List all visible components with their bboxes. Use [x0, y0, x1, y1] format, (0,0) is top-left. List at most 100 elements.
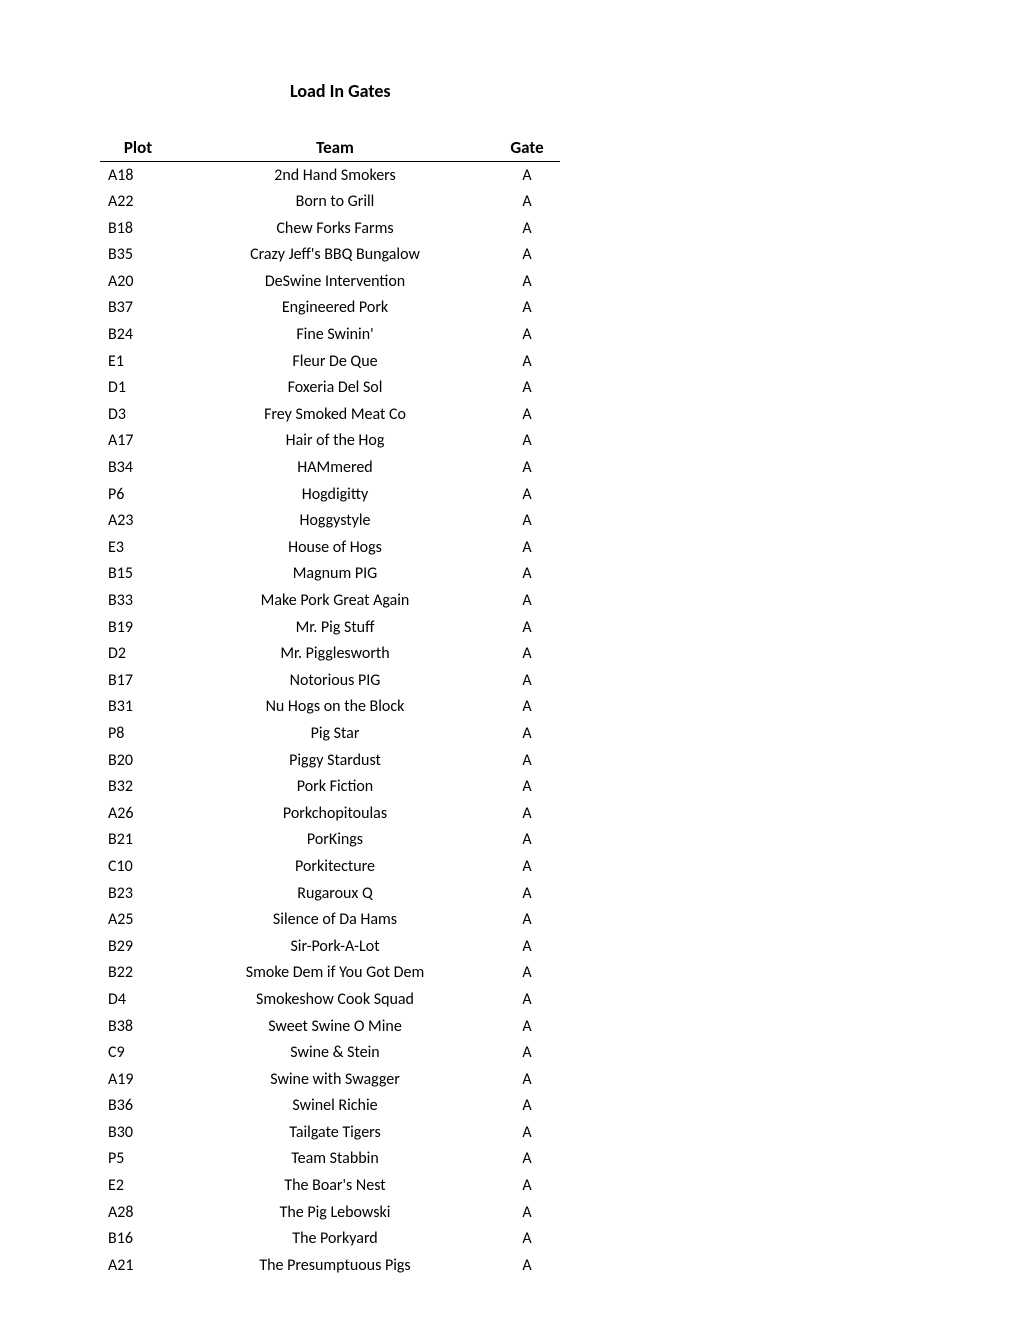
table-row: A182nd Hand SmokersA [100, 162, 560, 189]
table-row: E3House of HogsA [100, 534, 560, 561]
plot-cell: B36 [100, 1093, 176, 1120]
plot-cell: A21 [100, 1252, 176, 1279]
gate-cell: A [494, 1040, 560, 1067]
gate-cell: A [494, 189, 560, 216]
gate-cell: A [494, 774, 560, 801]
plot-cell: B23 [100, 880, 176, 907]
team-cell: Make Pork Great Again [176, 588, 494, 615]
plot-cell: B32 [100, 774, 176, 801]
team-cell: Crazy Jeff's BBQ Bungalow [176, 242, 494, 269]
plot-cell: B17 [100, 667, 176, 694]
plot-cell: A22 [100, 189, 176, 216]
plot-cell: D1 [100, 375, 176, 402]
gate-cell: A [494, 322, 560, 349]
table-row: B31Nu Hogs on the BlockA [100, 694, 560, 721]
gate-cell: A [494, 455, 560, 482]
gate-cell: A [494, 588, 560, 615]
team-cell: 2nd Hand Smokers [176, 162, 494, 189]
team-cell: Swinel Richie [176, 1093, 494, 1120]
table-row: A21The Presumptuous PigsA [100, 1252, 560, 1279]
gate-cell: A [494, 1013, 560, 1040]
team-cell: Swine & Stein [176, 1040, 494, 1067]
table-row: B17Notorious PIGA [100, 667, 560, 694]
gate-cell: A [494, 1173, 560, 1200]
team-cell: Born to Grill [176, 189, 494, 216]
team-cell: Swine with Swagger [176, 1066, 494, 1093]
team-cell: The Presumptuous Pigs [176, 1252, 494, 1279]
plot-cell: B18 [100, 215, 176, 242]
gate-cell: A [494, 1093, 560, 1120]
gate-cell: A [494, 348, 560, 375]
column-header-team: Team [176, 134, 494, 162]
plot-cell: P5 [100, 1146, 176, 1173]
plot-cell: C10 [100, 853, 176, 880]
plot-cell: B38 [100, 1013, 176, 1040]
gate-cell: A [494, 880, 560, 907]
gate-cell: A [494, 853, 560, 880]
table-row: B38Sweet Swine O MineA [100, 1013, 560, 1040]
gate-cell: A [494, 215, 560, 242]
gate-cell: A [494, 720, 560, 747]
table-row: B23Rugaroux QA [100, 880, 560, 907]
plot-cell: A25 [100, 907, 176, 934]
page-title: Load In Gates [290, 80, 920, 102]
table-row: B29Sir-Pork-A-LotA [100, 933, 560, 960]
gate-cell: A [494, 162, 560, 189]
table-row: D3Frey Smoked Meat CoA [100, 401, 560, 428]
plot-cell: B34 [100, 455, 176, 482]
plot-cell: A19 [100, 1066, 176, 1093]
table-row: D2Mr. PigglesworthA [100, 641, 560, 668]
table-row: B37Engineered PorkA [100, 295, 560, 322]
team-cell: Fine Swinin' [176, 322, 494, 349]
gate-cell: A [494, 1146, 560, 1173]
team-cell: House of Hogs [176, 534, 494, 561]
table-row: B15Magnum PIGA [100, 561, 560, 588]
table-row: A20DeSwine InterventionA [100, 268, 560, 295]
team-cell: Pig Star [176, 720, 494, 747]
gate-cell: A [494, 641, 560, 668]
plot-cell: E2 [100, 1173, 176, 1200]
team-cell: Fleur De Que [176, 348, 494, 375]
team-cell: Team Stabbin [176, 1146, 494, 1173]
table-row: P6HogdigittyA [100, 481, 560, 508]
team-cell: Notorious PIG [176, 667, 494, 694]
plot-cell: A26 [100, 800, 176, 827]
gate-cell: A [494, 960, 560, 987]
table-row: B18Chew Forks FarmsA [100, 215, 560, 242]
table-row: B30Tailgate TigersA [100, 1119, 560, 1146]
plot-cell: A18 [100, 162, 176, 189]
plot-cell: B21 [100, 827, 176, 854]
column-header-plot: Plot [100, 134, 176, 162]
team-cell: Porkchopitoulas [176, 800, 494, 827]
plot-cell: B19 [100, 614, 176, 641]
table-row: B36Swinel RichieA [100, 1093, 560, 1120]
plot-cell: B33 [100, 588, 176, 615]
plot-cell: B15 [100, 561, 176, 588]
plot-cell: B24 [100, 322, 176, 349]
table-row: D1Foxeria Del SolA [100, 375, 560, 402]
table-row: A28The Pig LebowskiA [100, 1199, 560, 1226]
team-cell: Chew Forks Farms [176, 215, 494, 242]
gate-cell: A [494, 1226, 560, 1253]
table-row: B21PorKingsA [100, 827, 560, 854]
table-row: P8Pig StarA [100, 720, 560, 747]
table-row: A17Hair of the HogA [100, 428, 560, 455]
gate-cell: A [494, 907, 560, 934]
gate-cell: A [494, 428, 560, 455]
team-cell: Sir-Pork-A-Lot [176, 933, 494, 960]
team-cell: DeSwine Intervention [176, 268, 494, 295]
team-cell: Sweet Swine O Mine [176, 1013, 494, 1040]
table-row: B16The PorkyardA [100, 1226, 560, 1253]
table-row: B33Make Pork Great AgainA [100, 588, 560, 615]
gate-cell: A [494, 1119, 560, 1146]
team-cell: Nu Hogs on the Block [176, 694, 494, 721]
table-row: B19Mr. Pig StuffA [100, 614, 560, 641]
plot-cell: D3 [100, 401, 176, 428]
table-row: E2The Boar's NestA [100, 1173, 560, 1200]
team-cell: Magnum PIG [176, 561, 494, 588]
team-cell: Foxeria Del Sol [176, 375, 494, 402]
gate-cell: A [494, 1252, 560, 1279]
plot-cell: B22 [100, 960, 176, 987]
plot-cell: C9 [100, 1040, 176, 1067]
table-row: C10PorkitectureA [100, 853, 560, 880]
